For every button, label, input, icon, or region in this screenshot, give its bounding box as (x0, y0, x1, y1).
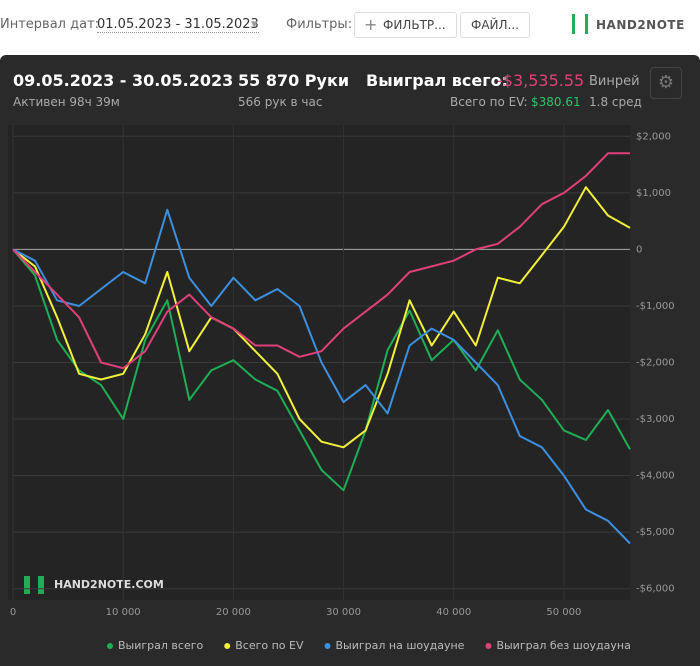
logo-icon (572, 14, 588, 34)
watermark-icon (38, 576, 44, 594)
hands: 55 870 Руки (238, 71, 350, 90)
series-line (12, 186, 631, 449)
y-tick-label: -$3,000 (636, 414, 675, 425)
won-label: Выиграл всего: (366, 71, 508, 90)
date-label: Интервал дат: (0, 17, 100, 32)
legend-marker (485, 643, 492, 649)
y-tick-label: -$4,000 (636, 471, 675, 482)
legend-label: Выиграл на шоудауне (335, 639, 464, 652)
settings-button[interactable]: ⚙ (650, 67, 682, 99)
series-line (12, 152, 630, 370)
x-tick-label: 50 000 (546, 607, 581, 618)
watermark-icon (24, 576, 30, 594)
ev-label: Всего по EV: (450, 95, 528, 109)
y-tick-label: 0 (636, 244, 642, 255)
x-tick-label: 0 (10, 607, 16, 618)
active-time: Активен 98ч 39м (13, 95, 120, 109)
x-tick-label: 10 000 (106, 607, 141, 618)
hands-per-hour: 566 рук в час (238, 95, 323, 109)
y-tick-label: -$1,000 (636, 301, 675, 312)
y-tick-label: $2,000 (636, 131, 671, 142)
y-tick-label: $1,000 (636, 188, 671, 199)
winrate-label: Винрей (589, 74, 640, 89)
date-range[interactable]: 01.05.2023 - 31.05.2023 (97, 17, 259, 33)
watermark: HAND2NOTE.COM (54, 578, 164, 591)
legend-marker (324, 643, 331, 649)
filter-button[interactable]: + ФИЛЬТР... (354, 12, 457, 38)
legend-marker (224, 643, 231, 649)
period: 09.05.2023 - 30.05.2023 (13, 71, 234, 90)
ev-value: $380.61 (531, 95, 581, 109)
winrate-value: 1.8 сред (589, 95, 642, 109)
legend: Выиграл всего Всего по EV Выиграл на шоуда… (107, 639, 631, 652)
filter-button-text: ФИЛЬТР... (383, 18, 446, 32)
series-line (12, 248, 631, 492)
legend-label: Всего по EV (235, 639, 304, 652)
y-tick-label: -$6,000 (636, 584, 675, 595)
file-button[interactable]: ФАЙЛ... (460, 12, 530, 38)
legend-label: Выиграл всего (118, 639, 203, 652)
logo: HAND2NOTE (596, 18, 685, 32)
legend-marker (107, 643, 113, 649)
x-tick-label: 30 000 (326, 607, 361, 618)
legend-label: Выиграл без шоудауна (496, 639, 630, 652)
series-line (12, 208, 631, 545)
y-tick-label: -$2,000 (636, 358, 675, 369)
x-tick-label: 40 000 (436, 607, 471, 618)
filters-label: Фильтры: (286, 17, 353, 32)
dropdown-caret[interactable]: ▾ (251, 17, 258, 32)
y-tick-label: -$5,000 (636, 527, 675, 538)
x-tick-label: 20 000 (216, 607, 251, 618)
plus-icon: + (364, 15, 378, 34)
won-value: -$3,535.55 (497, 71, 585, 90)
